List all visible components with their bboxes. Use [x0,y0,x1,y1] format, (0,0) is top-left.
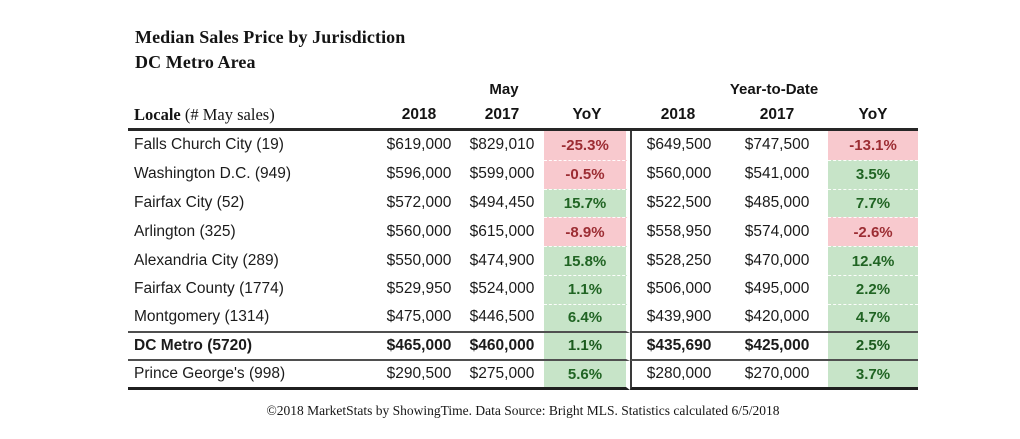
cell-ytd-yoy: 7.7% [828,188,919,218]
cell-may-2018: $290,500 [378,361,460,391]
cell-may-2018: $572,000 [386,193,452,211]
cell-ytd-2018: $560,000 [630,159,726,189]
cell-may-2018: $560,000 [386,222,452,240]
cell-ytd-2018: $435,690 [630,332,727,362]
cell-ytd-2017: $470,000 [744,251,810,269]
cell-ytd-yoy: 2.5% [828,332,919,362]
cell-locale: Prince George's (998) [128,361,378,391]
locale-note: (# May sales) [180,104,275,124]
title-block: Median Sales Price by Jurisdiction DC Me… [135,25,405,75]
cell-ytd-2017: $425,000 [726,333,829,362]
cell-ytd-2018: $506,000 [630,274,726,304]
cell-ytd-2018: $522,500 [630,188,726,218]
cell-ytd-yoy: -2.6% [828,217,919,247]
cell-ytd-yoy: 4.7% [828,303,919,333]
table-row-alexandria: Alexandria City (289) $550,000 $474,900 … [128,246,919,275]
group-spacer [128,78,378,101]
cell-ytd-yoy: 3.5% [828,159,919,189]
group-header-ytd: Year-to-Date [729,81,819,98]
column-header-ytd-2018: 2018 [630,101,727,131]
table-row-dc-metro-total: DC Metro (5720) $465,000 $460,000 1.1% $… [128,332,919,362]
cell-may-2017: $460,000 [460,333,544,362]
column-header-ytd-yoy: YoY [828,101,919,131]
table-row-washington-dc: Washington D.C. (949) $596,000 $599,000 … [128,159,919,189]
cell-may-yoy: 1.1% [544,332,631,362]
cell-may-yoy: -8.9% [544,217,631,247]
cell-locale: Fairfax County (1774) [134,280,284,298]
cell-locale: Alexandria City (289) [134,251,279,269]
cell-may-yoy: 5.6% [544,361,631,391]
page-subtitle: DC Metro Area [135,52,256,72]
cell-may-2017: $494,450 [469,193,535,211]
column-header-ytd-2017: 2017 [726,101,829,131]
cell-ytd-2017: $270,000 [726,361,829,391]
locale-label: Locale [134,104,181,124]
cell-ytd-yoy: 2.2% [828,274,919,304]
cell-may-yoy: 1.1% [544,274,631,304]
cell-ytd-2018: $558,950 [630,217,726,247]
cell-may-yoy: 15.8% [544,246,631,275]
median-sales-table: May Year-to-Date Locale (# May sales) 20… [128,78,919,391]
cell-locale: Falls Church City (19) [134,136,284,154]
cell-ytd-2018: $649,500 [630,131,726,160]
column-header-locale: Locale (# May sales) [128,101,378,131]
cell-may-2018: $619,000 [386,136,452,154]
column-header-may-2017: 2017 [460,101,544,131]
column-group-row: May Year-to-Date [128,78,918,101]
cell-may-2017: $524,000 [469,280,535,298]
cell-may-yoy: -0.5% [544,159,631,189]
cell-locale: Washington D.C. (949) [134,165,292,183]
cell-locale: Montgomery (1314) [128,304,378,333]
cell-locale: Fairfax City (52) [134,193,245,211]
cell-ytd-2018: $280,000 [630,361,727,391]
cell-may-2017: $446,500 [460,304,544,333]
cell-ytd-2017: $747,500 [744,136,810,154]
cell-may-2017: $474,900 [469,251,535,269]
table-row-fairfax-city: Fairfax City (52) $572,000 $494,450 15.7… [128,188,919,218]
table-row-prince-georges: Prince George's (998) $290,500 $275,000 … [128,361,919,391]
column-header-may-2018: 2018 [378,101,460,131]
cell-ytd-yoy: 12.4% [828,246,919,275]
cell-ytd-2017: $495,000 [744,280,810,298]
cell-may-2018: $596,000 [386,165,452,183]
cell-may-2017: $599,000 [469,165,535,183]
cell-may-2018: $550,000 [386,251,452,269]
cell-may-yoy: -25.3% [544,131,631,160]
column-header-may-yoy: YoY [544,101,631,131]
cell-may-yoy: 6.4% [544,303,631,333]
cell-may-2017: $615,000 [469,222,535,240]
cell-may-2018: $465,000 [378,333,460,362]
cell-may-2017: $829,010 [469,136,535,154]
cell-ytd-yoy: 3.7% [828,361,919,391]
cell-may-yoy: 15.7% [544,188,631,218]
cell-ytd-2017: $420,000 [726,304,829,333]
cell-ytd-2017: $485,000 [744,193,810,211]
table-row-falls-church: Falls Church City (19) $619,000 $829,010… [128,131,919,160]
cell-locale: DC Metro (5720) [128,333,378,362]
page-title: Median Sales Price by Jurisdiction [135,27,406,47]
cell-ytd-yoy: -13.1% [828,131,919,160]
cell-ytd-2018: $528,250 [630,246,726,275]
cell-locale: Arlington (325) [134,222,236,240]
cell-may-2018: $529,950 [386,280,452,298]
table-row-montgomery: Montgomery (1314) $475,000 $446,500 6.4%… [128,303,919,333]
table-row-fairfax-county: Fairfax County (1774) $529,950 $524,000 … [128,274,919,304]
copyright-footer: ©2018 MarketStats by ShowingTime. Data S… [266,403,780,418]
column-header-row: Locale (# May sales) 2018 2017 YoY 2018 … [128,101,919,131]
table-row-arlington: Arlington (325) $560,000 $615,000 -8.9% … [128,217,919,247]
cell-ytd-2017: $541,000 [744,165,810,183]
group-header-may: May [489,81,519,98]
cell-ytd-2018: $439,900 [630,303,727,333]
cell-ytd-2017: $574,000 [744,222,810,240]
cell-may-2018: $475,000 [378,304,460,333]
cell-may-2017: $275,000 [460,361,544,391]
